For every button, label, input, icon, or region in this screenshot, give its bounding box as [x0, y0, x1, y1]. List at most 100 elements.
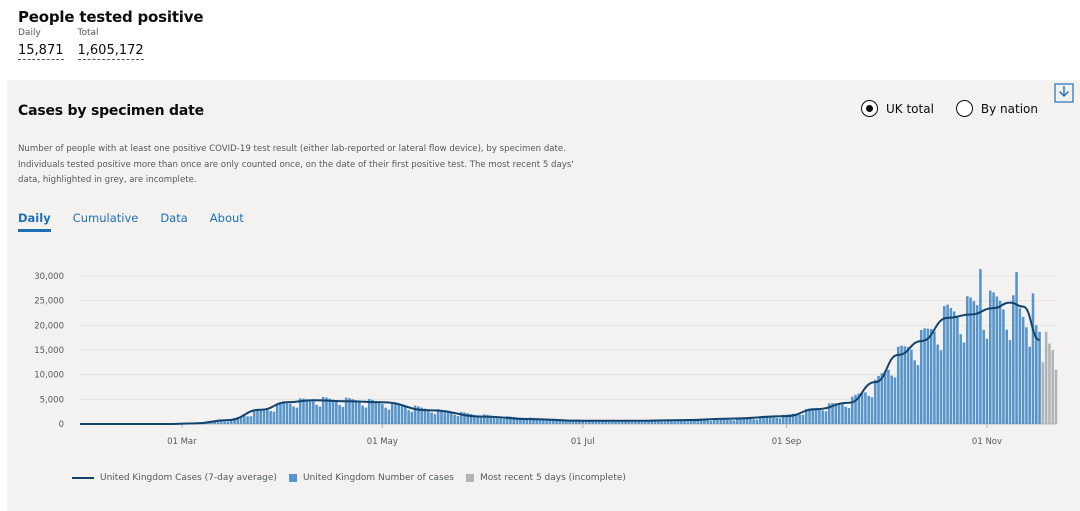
case-bar	[910, 349, 913, 424]
case-bar	[275, 404, 279, 424]
case-bar	[670, 419, 673, 424]
radio-uk-total[interactable]: UK total	[861, 100, 934, 117]
case-bar	[716, 419, 719, 424]
case-bar	[210, 421, 213, 424]
case-bar	[341, 406, 345, 424]
case-bar	[377, 402, 381, 424]
case-bar	[223, 421, 226, 424]
card-description: Number of people with at least one posit…	[18, 144, 574, 185]
case-bar	[614, 421, 617, 424]
case-bar	[413, 405, 417, 424]
case-bar	[926, 328, 930, 424]
case-bar	[847, 408, 851, 424]
legend-recent-label: Most recent 5 days (incomplete)	[479, 473, 626, 483]
case-bar	[719, 419, 723, 424]
case-bar	[788, 414, 792, 424]
case-bar	[742, 418, 746, 424]
tab-about[interactable]: About	[209, 211, 244, 225]
cases-card: Cases by specimen date UK total By natio…	[7, 80, 1080, 511]
case-bar	[597, 420, 601, 424]
case-bar	[463, 412, 466, 424]
case-bar	[374, 401, 378, 424]
download-icon[interactable]	[1054, 83, 1074, 103]
case-bar	[233, 417, 236, 424]
case-bar	[804, 409, 808, 424]
case-bar	[1035, 325, 1038, 424]
cases-chart: 0 5,000 10,000 15,000 20,000 25,000 30,000 01 M…	[34, 269, 1058, 447]
case-bar	[942, 305, 946, 424]
case-bar	[469, 413, 473, 424]
case-bar	[952, 311, 956, 424]
case-bar	[703, 420, 706, 424]
case-bar	[689, 419, 693, 424]
case-bar	[634, 420, 637, 424]
total-value[interactable]: 1,605,172	[77, 43, 144, 60]
legend-item-cases: United Kingdom Number of cases	[288, 473, 454, 483]
case-bar	[676, 420, 680, 424]
case-bar	[482, 414, 486, 424]
case-bar	[542, 419, 545, 424]
case-bar	[867, 395, 870, 424]
case-bar	[611, 420, 614, 424]
case-bar	[328, 398, 332, 424]
case-bar	[394, 402, 397, 424]
case-bar	[811, 408, 815, 424]
case-bar	[397, 404, 401, 424]
x-tick-label: 01 Sep	[772, 437, 802, 447]
case-bar	[312, 401, 315, 424]
case-bar	[627, 420, 631, 424]
case-bar	[693, 419, 696, 424]
legend-avg-swatch	[72, 477, 94, 479]
case-bar	[321, 397, 325, 424]
daily-value[interactable]: 15,871	[18, 43, 64, 60]
radio-by-nation-circle[interactable]	[955, 100, 973, 117]
case-bar	[686, 421, 690, 424]
radio-uk-total-circle[interactable]	[861, 100, 878, 117]
case-bar	[436, 409, 440, 424]
tab-data[interactable]: Data	[160, 211, 188, 225]
case-bar	[959, 334, 962, 424]
case-bar	[486, 414, 489, 424]
tab-daily[interactable]: Daily	[18, 211, 51, 232]
case-bar	[640, 421, 644, 424]
case-bar	[568, 420, 571, 424]
case-bar	[998, 300, 1002, 424]
headline-stats: Daily 15,871 Total 1,605,172	[18, 28, 203, 60]
incomplete-bar	[1048, 343, 1051, 424]
case-bar	[850, 396, 854, 424]
case-bar	[607, 420, 611, 424]
case-bar	[896, 346, 900, 424]
case-bar	[584, 420, 588, 424]
legend-avg-label: United Kingdom Cases (7-day average)	[100, 473, 277, 483]
case-bar	[381, 404, 384, 424]
case-bar	[499, 418, 502, 424]
case-bar	[420, 407, 424, 424]
case-bar	[903, 346, 907, 424]
case-bar	[643, 420, 647, 424]
y-tick-label: 0	[59, 420, 64, 430]
case-bar	[571, 421, 575, 424]
case-bar	[384, 407, 387, 424]
case-bar	[988, 290, 992, 424]
case-bar	[1005, 329, 1008, 424]
case-bar	[354, 400, 358, 424]
y-tick-label: 20,000	[34, 321, 64, 331]
case-bar	[992, 292, 995, 424]
case-bar	[427, 409, 430, 424]
case-bar	[295, 407, 299, 424]
radio-by-nation[interactable]: By nation	[955, 100, 1038, 117]
case-bar	[476, 416, 479, 424]
case-bar	[821, 410, 824, 424]
case-bar	[657, 420, 660, 424]
case-bar	[653, 420, 657, 424]
tab-cumulative[interactable]: Cumulative	[72, 211, 139, 225]
case-bar	[335, 401, 338, 424]
case-bar	[877, 375, 880, 424]
case-bar	[252, 410, 256, 424]
case-bar	[781, 414, 785, 424]
case-bar	[532, 417, 535, 424]
case-bar	[624, 420, 627, 424]
case-bar	[630, 420, 634, 424]
case-bar	[239, 416, 243, 424]
case-bar	[778, 418, 782, 424]
